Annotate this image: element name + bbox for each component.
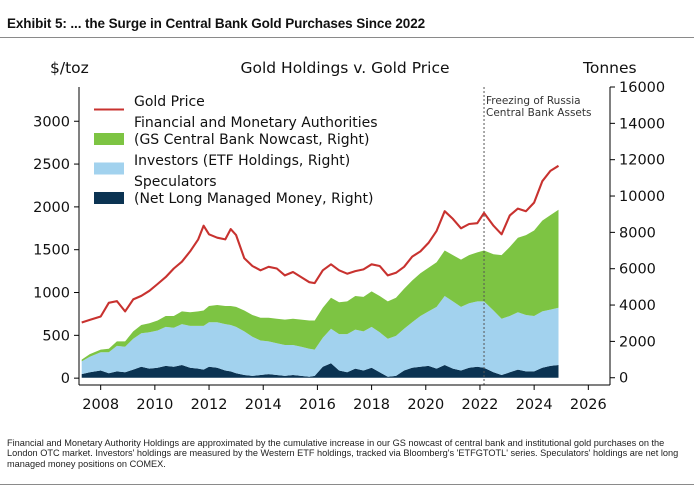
- footnote: Financial and Monetary Authority Holding…: [7, 438, 679, 469]
- right-tick-label: 6000: [619, 262, 656, 278]
- legend: Gold Price Financial and Monetary Authori…: [94, 94, 378, 207]
- left-tick-label: 1500: [33, 243, 70, 259]
- legend-swatch-2: [94, 162, 124, 175]
- legend-label: Gold Price: [134, 94, 205, 110]
- right-tick-label: 10000: [619, 189, 665, 205]
- legend-swatch-1: [94, 133, 124, 145]
- area-investors: [81, 296, 559, 377]
- x-tick-label: 2024: [516, 397, 553, 413]
- left-axis-label: $/toz: [50, 59, 89, 77]
- right-tick-label: 8000: [619, 225, 656, 241]
- x-tick-label: 2022: [462, 397, 499, 413]
- title-rule: [0, 37, 694, 38]
- right-tick-label: 2000: [619, 334, 656, 350]
- legend-swatch-3: [94, 192, 124, 204]
- left-tick-label: 2000: [33, 200, 70, 216]
- x-tick-label: 2018: [353, 397, 390, 413]
- annotation-text: Freezing of Russia: [486, 95, 581, 107]
- exhibit-title: Exhibit 5: ... the Surge in Central Bank…: [7, 16, 426, 31]
- left-tick-label: 3000: [33, 114, 70, 130]
- axes: 0 500 1000 1500 2000 2500 3000 0 2000 4000 6000 800…: [33, 80, 665, 413]
- left-tick-label: 0: [61, 371, 70, 387]
- area-monetary-authorities: [81, 209, 559, 362]
- right-axis-label: Tonnes: [582, 59, 637, 77]
- x-tick-label: 2012: [191, 397, 228, 413]
- stacked-areas: [81, 209, 559, 378]
- price-layer: [81, 164, 560, 324]
- x-tick-label: 2026: [570, 397, 607, 413]
- right-tick-label: 4000: [619, 298, 656, 314]
- right-tick-label: 0: [619, 371, 628, 387]
- right-tick-label: 12000: [619, 153, 665, 169]
- x-tick-label: 2010: [136, 397, 173, 413]
- x-tick-label: 2020: [407, 397, 444, 413]
- gold-price-line: [81, 164, 560, 324]
- legend-label: Financial and Monetary Authorities: [134, 115, 378, 131]
- legend-label: (Net Long Managed Money, Right): [134, 191, 373, 207]
- chart-title: Gold Holdings v. Gold Price: [240, 59, 449, 77]
- right-tick-label: 14000: [619, 116, 665, 132]
- left-tick-label: 500: [42, 328, 70, 344]
- legend-label: Speculators: [134, 174, 217, 190]
- left-tick-label: 1000: [33, 286, 70, 302]
- x-tick-label: 2008: [82, 397, 119, 413]
- legend-label: Investors (ETF Holdings, Right): [134, 153, 350, 169]
- footnote-rule: [0, 484, 694, 485]
- right-tick-label: 16000: [619, 80, 665, 96]
- legend-label: (GS Central Bank Nowcast, Right): [134, 132, 369, 148]
- left-tick-label: 2500: [33, 157, 70, 173]
- area-speculators: [81, 363, 559, 378]
- annotation-text: Central Bank Assets: [486, 107, 591, 119]
- x-tick-label: 2016: [299, 397, 336, 413]
- x-tick-label: 2014: [245, 397, 282, 413]
